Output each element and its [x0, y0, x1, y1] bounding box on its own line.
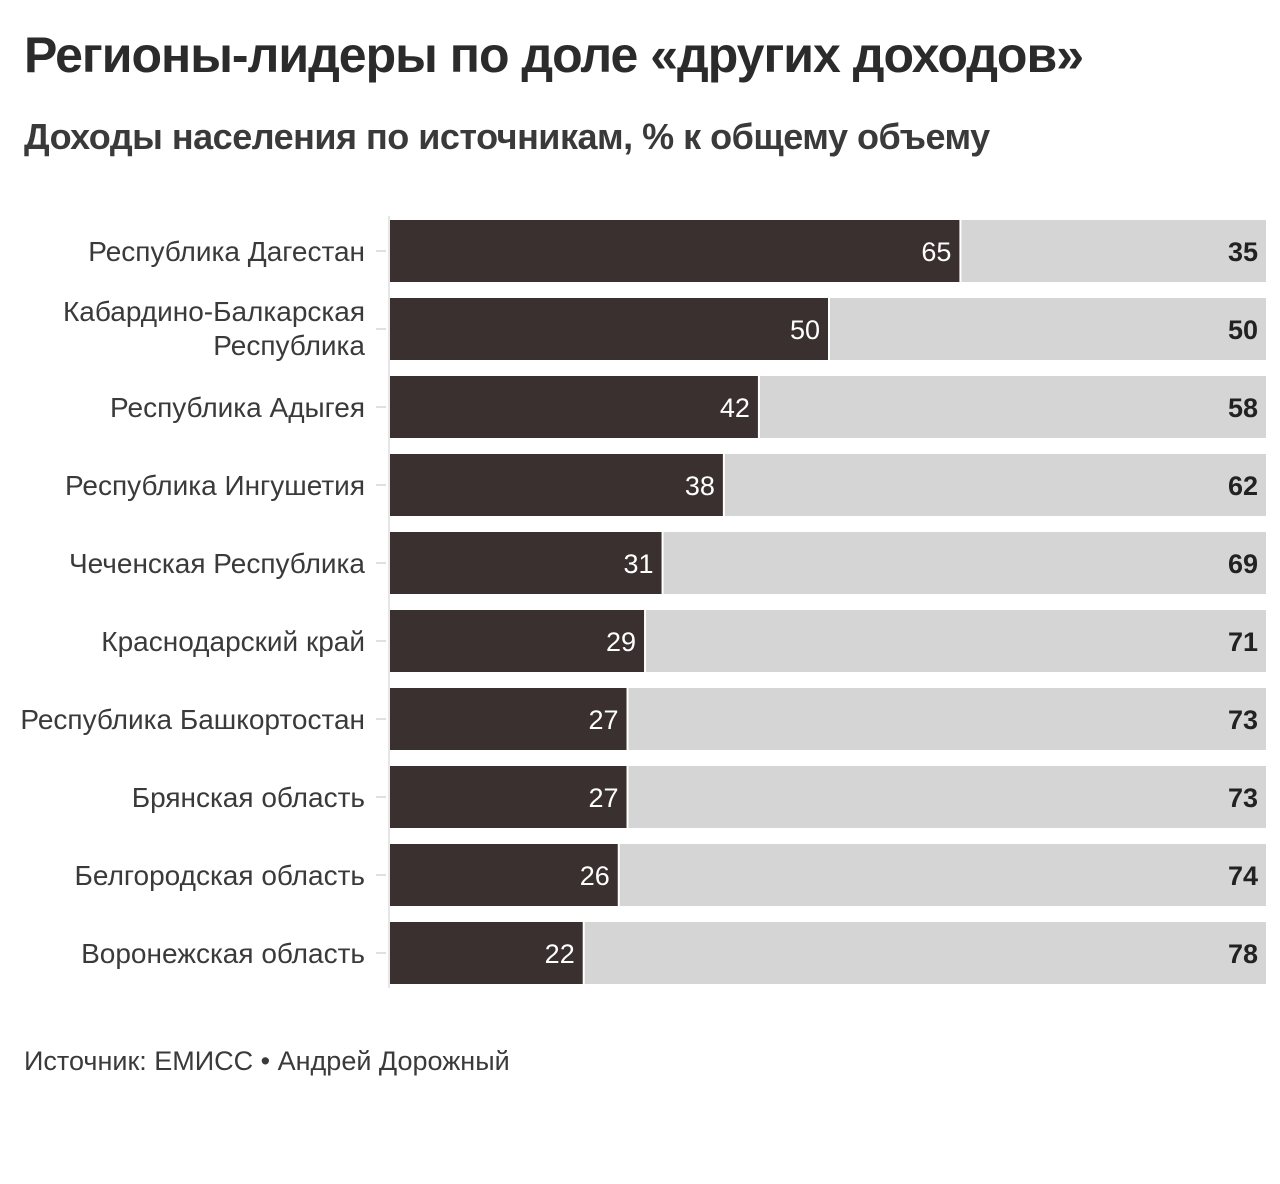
value-label-remaining: 35	[1228, 237, 1258, 267]
value-label-other: 38	[685, 471, 715, 501]
bar-remaining-income	[628, 688, 1266, 750]
bar-remaining-income	[584, 922, 1266, 984]
bar-remaining-income	[961, 220, 1266, 282]
value-label-other: 27	[588, 705, 618, 735]
bar-remaining-income	[830, 298, 1266, 360]
value-label-other: 65	[921, 237, 951, 267]
chart-subtitle: Доходы населения по источникам, % к обще…	[24, 116, 990, 157]
bar-remaining-income	[619, 844, 1266, 906]
value-label-remaining: 58	[1228, 393, 1258, 423]
bar-other-income	[390, 922, 583, 984]
value-label-remaining: 71	[1228, 627, 1258, 657]
stacked-bar-chart: Республика Дагестан 65 35 Кабардино-Балкарс…	[20, 216, 1266, 988]
category-label: Брянская область	[132, 782, 365, 813]
value-label-other: 27	[588, 783, 618, 813]
bar-remaining-income	[724, 454, 1266, 516]
value-label-remaining: 78	[1228, 939, 1258, 969]
category-label: Кабардино-Балкарская Республика	[63, 296, 365, 361]
bar-remaining-income	[759, 376, 1266, 438]
value-label-other: 22	[545, 939, 575, 969]
bar-remaining-income	[646, 610, 1266, 672]
value-label-remaining: 73	[1228, 783, 1258, 813]
value-label-remaining: 73	[1228, 705, 1258, 735]
bar-other-income	[390, 454, 723, 516]
bar-other-income	[390, 532, 662, 594]
bar-remaining-income	[628, 766, 1266, 828]
category-label: Белгородская область	[75, 860, 365, 891]
value-label-remaining: 62	[1228, 471, 1258, 501]
bar-other-income	[390, 844, 618, 906]
value-label-other: 31	[624, 549, 654, 579]
category-label: Воронежская область	[81, 938, 365, 969]
category-label: Республика Адыгея	[110, 392, 365, 423]
value-label-remaining: 69	[1228, 549, 1258, 579]
bar-other-income	[390, 298, 828, 360]
value-label-other: 50	[790, 315, 820, 345]
category-label: Краснодарский край	[101, 626, 365, 657]
bar-other-income	[390, 220, 960, 282]
category-label: Чеченская Республика	[69, 548, 365, 579]
category-label: Республика Ингушетия	[65, 470, 365, 501]
value-label-other: 26	[580, 861, 610, 891]
value-label-remaining: 50	[1228, 315, 1258, 345]
value-label-other: 42	[720, 393, 750, 423]
value-label-remaining: 74	[1228, 861, 1258, 891]
category-label: Республика Башкортостан	[20, 704, 365, 735]
bar-other-income	[390, 688, 627, 750]
bar-other-income	[390, 766, 627, 828]
bar-other-income	[390, 376, 758, 438]
source-note: Источник: ЕМИСС • Андрей Дорожный	[24, 1046, 510, 1076]
bar-other-income	[390, 610, 645, 672]
chart-title: Регионы-лидеры по доле «других доходов»	[24, 27, 1084, 83]
bar-remaining-income	[663, 532, 1266, 594]
category-label: Республика Дагестан	[88, 236, 365, 267]
value-label-other: 29	[606, 627, 636, 657]
